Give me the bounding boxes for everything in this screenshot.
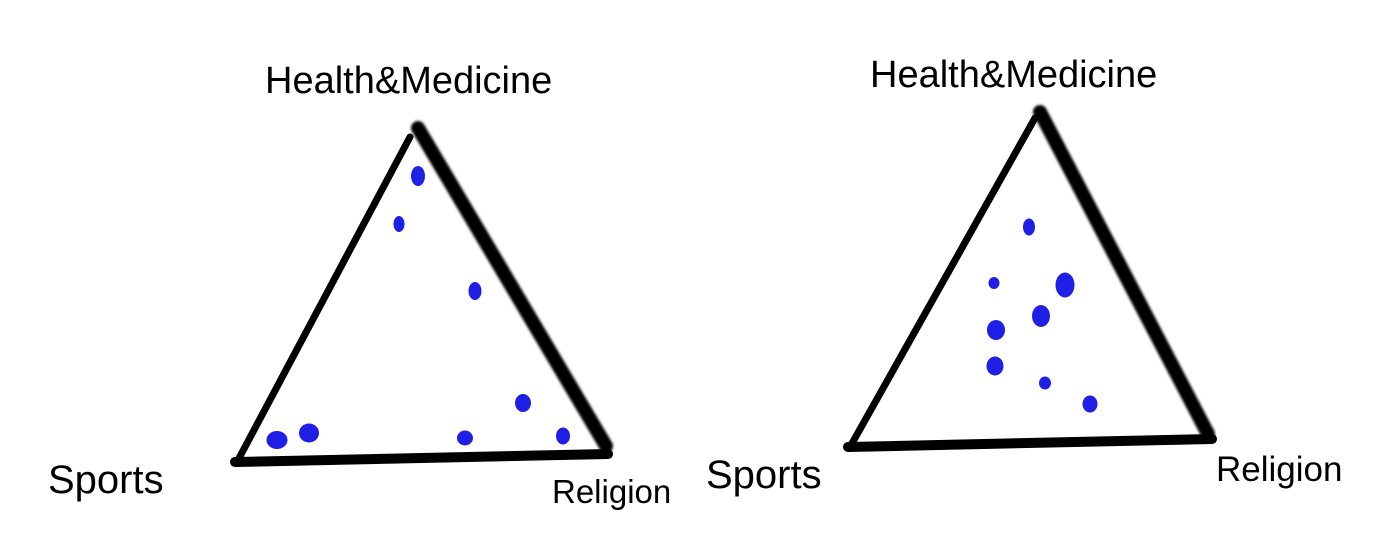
data-point	[988, 277, 1000, 289]
right-triangle-edge-left	[846, 114, 1039, 451]
data-point	[1055, 272, 1075, 298]
left-triangle-edge-right	[411, 121, 613, 453]
data-point	[1082, 395, 1098, 413]
data-point	[299, 423, 319, 443]
left-diagram-bottom-left-label: Sports	[48, 458, 164, 502]
left-triangle-edge-bottom	[230, 449, 613, 467]
data-point	[987, 320, 1005, 340]
left-diagram-bottom-right-label: Religion	[552, 473, 672, 510]
data-point	[1032, 305, 1050, 327]
left-triangle-edge-left	[233, 133, 414, 466]
right-diagram-top-label: Health&Medicine	[870, 54, 1158, 96]
right-points	[986, 218, 1098, 413]
data-point	[468, 282, 482, 300]
data-point	[411, 166, 425, 186]
left-ternary-diagram	[230, 121, 613, 467]
data-point	[457, 430, 473, 446]
left-points	[266, 166, 570, 449]
data-point	[556, 427, 570, 445]
left-diagram-top-label: Health&Medicine	[265, 60, 553, 102]
right-ternary-diagram	[843, 105, 1217, 452]
data-point	[1023, 218, 1035, 236]
data-point	[986, 356, 1004, 376]
data-point	[266, 431, 288, 449]
right-diagram-bottom-right-label: Religion	[1216, 450, 1343, 489]
right-triangle-edge-bottom	[843, 434, 1217, 452]
data-point	[393, 216, 405, 232]
right-triangle-edge-right	[1033, 105, 1215, 441]
data-point	[1039, 376, 1051, 390]
right-diagram-bottom-left-label: Sports	[706, 453, 822, 497]
data-point	[515, 394, 531, 412]
